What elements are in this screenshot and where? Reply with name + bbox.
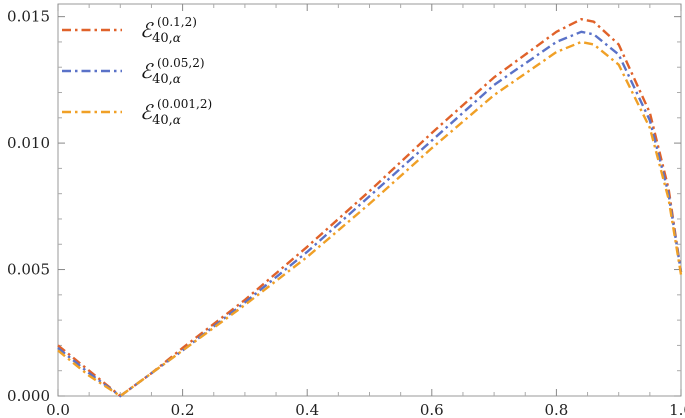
legend-superscript-3: (0.001,2): [157, 97, 212, 111]
legend-label-3: ℰ40,α: [140, 100, 181, 128]
x-tick-label: 1.0: [669, 401, 685, 418]
legend-label-2: ℰ40,α: [140, 59, 181, 87]
x-tick-label: 0.8: [544, 401, 568, 418]
tick-labels: 0.0 0.2 0.4 0.6 0.8 1.0 0.000 0.005 0.010 0.015: [7, 8, 685, 418]
y-tick-label: 0.000: [7, 387, 50, 405]
legend-superscript-2: (0.05,2): [157, 56, 205, 70]
y-tick-label: 0.015: [7, 8, 50, 26]
y-tick-label: 0.005: [7, 261, 50, 279]
x-tick-label: 0.0: [46, 401, 70, 418]
legend-label-1: ℰ40,α: [140, 18, 181, 46]
legend-superscript-1: (0.1,2): [157, 15, 197, 29]
series-line-3: [57, 40, 683, 398]
legend: ℰ40,α(0.1,2)ℰ40,α(0.05,2)ℰ40,α(0.001,2): [62, 15, 212, 128]
tick-marks: [57, 4, 682, 397]
x-tick-label: 0.2: [171, 401, 195, 418]
x-tick-label: 0.6: [420, 401, 444, 418]
y-tick-label: 0.010: [7, 134, 50, 152]
series-lines: [57, 17, 683, 398]
x-tick-label: 0.4: [295, 401, 319, 418]
